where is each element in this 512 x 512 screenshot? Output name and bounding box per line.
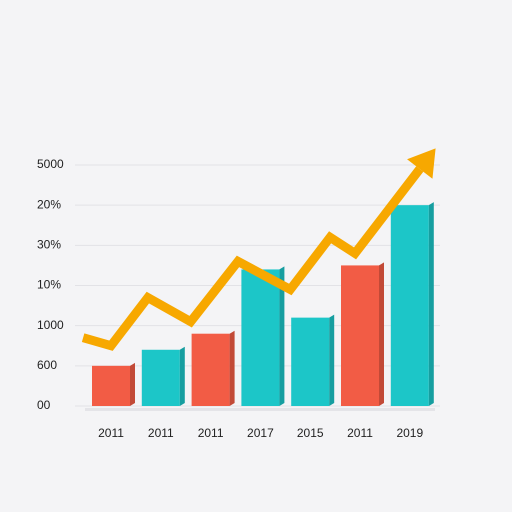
bar-front [390,205,429,406]
bar-front [341,265,379,406]
bar-side [379,262,384,406]
y-tick-label: 10% [37,278,61,292]
bar-side [279,266,285,406]
bar-side [179,346,185,406]
y-tick-label: 5000 [37,157,64,171]
x-tick-label: 2011 [148,426,174,440]
bar-side [130,362,135,406]
bar [390,202,434,406]
y-tick-label: 00 [37,398,51,412]
x-tick-label: 2017 [247,426,274,440]
bar [92,362,135,406]
bar [341,262,384,406]
bar-front [191,333,230,406]
bar [291,314,335,406]
bar [191,330,235,406]
y-tick-label: 600 [37,358,57,372]
bar-front [291,317,330,406]
trend-arrowhead [407,148,436,179]
bar-side [428,202,434,406]
x-tick-label: 2019 [396,426,423,440]
trend-line [81,166,424,351]
y-tick-label: 30% [37,238,61,252]
y-tick-label: 20% [37,197,61,211]
floor-shadow [85,408,435,411]
bar-front [92,365,130,406]
bar-front [241,269,280,406]
bar-side [229,330,235,406]
x-tick-label: 2011 [98,426,124,440]
x-tick-label: 2011 [347,426,373,440]
bar-side [329,314,335,406]
bar [141,346,185,406]
y-tick-label: 1000 [37,318,64,332]
bar [241,266,285,406]
x-tick-label: 2011 [198,426,224,440]
bar-front [141,349,180,406]
x-tick-label: 2015 [297,426,324,440]
